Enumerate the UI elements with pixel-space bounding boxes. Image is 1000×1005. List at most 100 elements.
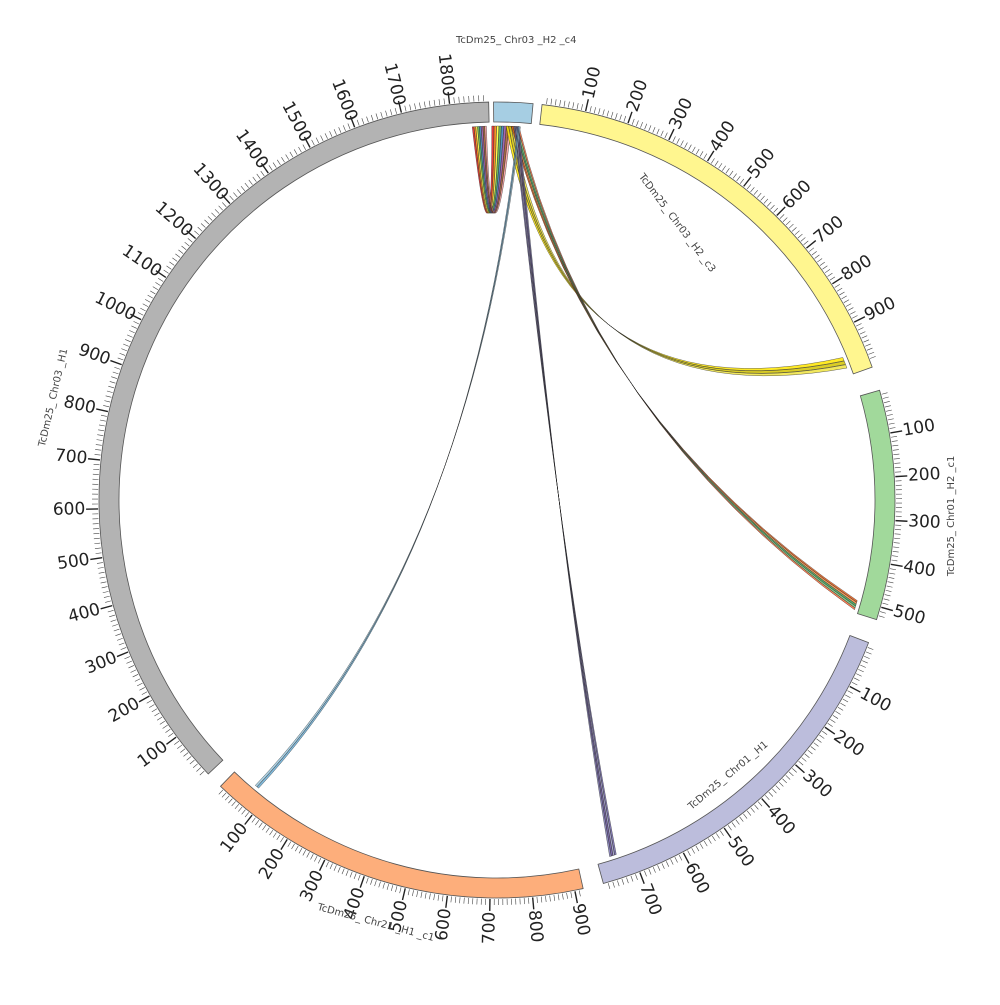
minor-tick: [182, 246, 187, 250]
minor-tick: [242, 810, 246, 815]
minor-tick: [847, 691, 852, 694]
minor-tick: [99, 425, 105, 426]
minor-tick: [888, 419, 894, 420]
minor-tick: [839, 292, 844, 295]
minor-tick: [879, 616, 885, 618]
minor-tick: [219, 206, 223, 210]
minor-tick: [611, 112, 613, 118]
minor-tick: [830, 277, 835, 280]
minor-tick: [733, 174, 737, 179]
tick-label: 100: [856, 684, 894, 717]
minor-tick: [889, 423, 895, 424]
minor-tick: [772, 789, 776, 793]
minor-tick: [367, 117, 369, 123]
minor-tick: [890, 428, 896, 429]
major-tick: [360, 876, 364, 887]
tick-label: 800: [524, 909, 547, 943]
minor-tick: [219, 790, 223, 794]
minor-tick: [140, 308, 145, 311]
tick-label: 800: [838, 251, 876, 285]
minor-tick: [375, 880, 377, 886]
minor-tick: [820, 262, 825, 266]
major-tick: [825, 727, 835, 734]
minor-tick: [95, 548, 101, 549]
minor-tick: [395, 108, 397, 114]
minor-tick: [429, 101, 430, 107]
minor-tick: [615, 113, 617, 119]
minor-tick: [235, 804, 239, 809]
minor-tick: [579, 890, 580, 896]
minor-tick: [334, 129, 336, 134]
tick-label: 500: [744, 145, 780, 183]
minor-tick: [311, 854, 314, 859]
tick-label: 300: [296, 867, 328, 905]
minor-tick: [104, 596, 110, 597]
minor-tick: [232, 801, 236, 806]
minor-tick: [894, 458, 900, 459]
minor-tick: [107, 391, 113, 393]
tick-label: 100: [579, 65, 606, 101]
minor-tick: [870, 356, 876, 358]
minor-tick: [357, 120, 359, 126]
minor-tick: [747, 184, 751, 189]
minor-tick: [261, 171, 264, 176]
minor-tick: [776, 786, 780, 790]
minor-tick: [290, 152, 293, 157]
minor-tick: [805, 754, 810, 758]
minor-tick: [571, 892, 572, 898]
minor-tick: [673, 136, 676, 141]
minor-tick: [127, 335, 132, 337]
minor-tick: [354, 873, 356, 879]
minor-tick: [405, 106, 406, 112]
minor-tick: [893, 547, 899, 548]
minor-tick: [419, 103, 420, 109]
minor-tick: [636, 121, 638, 127]
minor-tick: [688, 145, 691, 150]
minor-tick: [815, 255, 820, 259]
minor-tick: [893, 551, 899, 552]
ideogram-chr03h1: [99, 102, 489, 774]
minor-tick: [808, 750, 813, 754]
minor-tick: [562, 894, 563, 900]
minor-tick: [366, 878, 368, 884]
minor-tick: [603, 109, 605, 115]
major-tick: [88, 459, 100, 460]
minor-tick: [830, 719, 835, 722]
minor-tick: [395, 886, 397, 892]
minor-tick: [111, 377, 117, 379]
minor-tick: [153, 287, 158, 290]
minor-tick: [728, 825, 731, 830]
minor-tick: [757, 193, 761, 198]
minor-tick: [119, 643, 125, 645]
minor-tick: [330, 131, 332, 136]
minor-tick: [381, 112, 383, 118]
minor-tick: [888, 577, 894, 578]
minor-tick: [157, 717, 162, 720]
minor-tick: [288, 842, 291, 847]
minor-tick: [103, 591, 109, 592]
minor-tick: [838, 707, 843, 710]
minor-tick: [789, 772, 793, 776]
minor-tick: [410, 105, 411, 111]
minor-tick: [795, 231, 799, 235]
major-tick: [166, 737, 176, 744]
tick-label: 1100: [118, 241, 165, 282]
minor-tick: [882, 603, 888, 605]
tick-label: 400: [902, 557, 937, 582]
minor-tick: [740, 179, 744, 184]
minor-tick: [255, 820, 259, 825]
minor-tick: [789, 224, 793, 228]
minor-tick: [626, 877, 628, 883]
minor-tick: [111, 620, 117, 622]
minor-tick: [863, 340, 869, 342]
minor-tick: [704, 841, 707, 846]
minor-tick: [131, 670, 136, 673]
tick-label: 200: [255, 845, 289, 883]
minor-tick: [125, 339, 131, 341]
minor-tick: [835, 284, 840, 287]
minor-tick: [700, 843, 703, 848]
minor-tick: [554, 895, 555, 901]
minor-tick: [194, 231, 198, 235]
major-tick: [640, 873, 644, 884]
minor-tick: [581, 104, 582, 110]
